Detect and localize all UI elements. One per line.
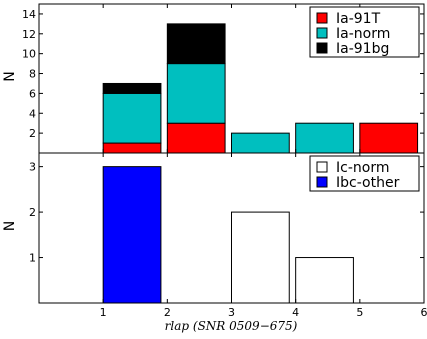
- top-bar-ia-norm-bin-4: [295, 122, 354, 154]
- top-bar-ia-norm-bin-2: [166, 63, 226, 124]
- top-legend-label-ia-91t: Ia-91T: [336, 11, 381, 27]
- bottom-legend-label-ic-norm: Ic-norm: [336, 160, 389, 176]
- top-bar-ia-91t-bin-5: [359, 122, 419, 154]
- bottom-legend-box: [309, 155, 420, 192]
- top-y-axis-label: N: [2, 71, 18, 81]
- top-legend-swatch-ia-91bg: [316, 42, 328, 54]
- top-ytick-label-6: 6: [29, 87, 36, 100]
- top-legend-box: [309, 6, 420, 58]
- bottom-plot-frame: [38, 152, 425, 304]
- top-legend-swatch-ia-91t: [316, 12, 328, 24]
- top-bar-ia-91bg-bin-2: [166, 23, 226, 65]
- top-ytick-label-12: 12: [22, 28, 36, 41]
- top-bar-ia-norm-bin-3: [231, 132, 290, 154]
- top-legend-label-ia-norm: Ia-norm: [336, 26, 390, 42]
- top-bar-ia-norm-bin-1: [102, 92, 162, 144]
- x-tick-label-5: 5: [356, 306, 363, 319]
- bottom-legend-swatch-ibc-other: [316, 176, 328, 188]
- x-tick-label-2: 2: [164, 306, 171, 319]
- top-legend-swatch-ia-norm: [316, 27, 328, 39]
- bottom-bar-ic-norm-bin-3: [231, 211, 290, 304]
- bottom-legend-label-ibc-other: Ibc-other: [336, 175, 400, 191]
- top-ytick-label-2: 2: [29, 127, 36, 140]
- top-bar-ia-91t-bin-2: [166, 122, 226, 154]
- x-tick-label-3: 3: [228, 306, 235, 319]
- bottom-bar-ic-norm-bin-4: [295, 257, 354, 304]
- bottom-legend-swatch-ic-norm: [316, 161, 328, 173]
- x-tick-label-4: 4: [292, 306, 299, 319]
- top-bar-ia-91t-bin-1: [102, 142, 162, 154]
- x-axis-label: rlap (SNR 0509−675): [165, 319, 298, 333]
- x-tick-label-6: 6: [421, 306, 427, 319]
- bottom-bar-ibc-other-bin-1: [102, 166, 162, 304]
- top-ytick-label-14: 14: [22, 8, 36, 21]
- bottom-ytick-label-1: 1: [29, 252, 36, 265]
- top-ytick-label-10: 10: [22, 48, 36, 61]
- top-legend-label-ia-91bg: Ia-91bg: [336, 41, 389, 57]
- x-tick-label-1: 1: [100, 306, 107, 319]
- bottom-y-axis-label: N: [2, 221, 18, 231]
- top-bar-ia-91bg-bin-1: [102, 82, 162, 94]
- bottom-ytick-label-3: 3: [29, 161, 36, 174]
- top-ytick-label-4: 4: [29, 107, 36, 120]
- top-ytick-label-8: 8: [29, 68, 36, 81]
- bottom-ytick-label-2: 2: [29, 206, 36, 219]
